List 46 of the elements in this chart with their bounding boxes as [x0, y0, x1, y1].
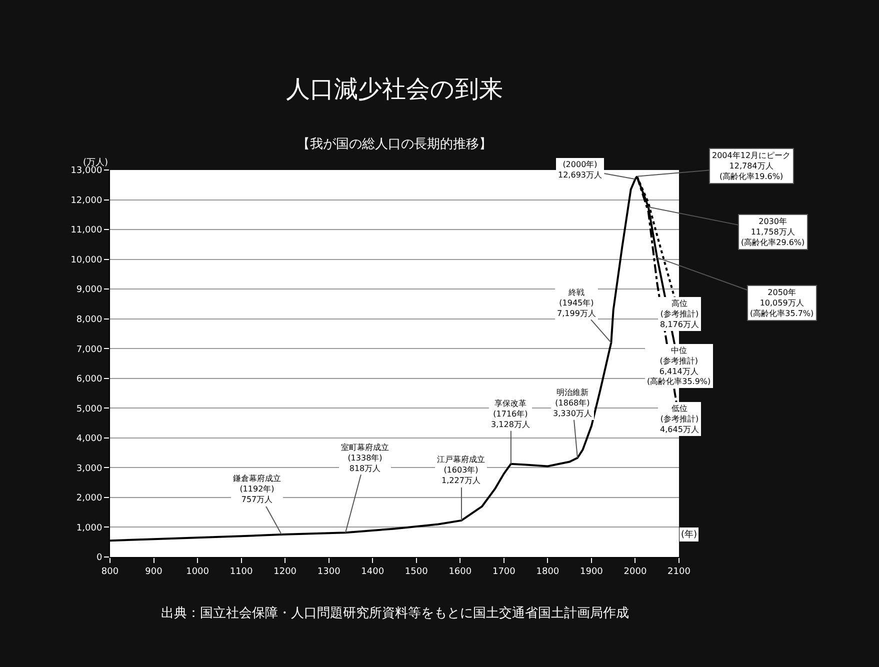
annotation: 終戦 (1945年) 7,199万人: [557, 288, 596, 318]
source-note: 出典：国立社会保障・人口問題研究所資料等をもとに国土交通省国土計画局作成: [161, 605, 629, 621]
annotation: 鎌倉幕府成立 (1192年) 757万人: [233, 474, 281, 504]
x-tick-label: 1400: [361, 566, 384, 577]
y-tick-label: 13,000: [70, 166, 102, 176]
y-tick-label: 8,000: [76, 315, 102, 325]
y-axis-title: (万人): [83, 157, 108, 168]
annotation: 室町幕府成立 (1338年) 818万人: [341, 443, 389, 473]
annotation: 2004年12月にピーク 12,784万人 (高齢化率19.6%): [712, 151, 791, 181]
y-tick-label: 9,000: [76, 285, 102, 296]
y-tick-label: 0: [96, 553, 102, 564]
annotation: 明治維新 (1868年) 3,330万人: [553, 388, 592, 418]
y-tick-label: 10,000: [70, 255, 102, 266]
annotation: (2000年) 12,693万人: [558, 160, 602, 180]
y-tick-label: 2,000: [76, 494, 102, 504]
chart-title: 人口減少社会の到来: [286, 75, 503, 103]
y-tick-label: 5,000: [76, 404, 102, 414]
y-tick-label: 4,000: [76, 434, 102, 444]
annotation: 2030年 11,758万人 (高齢化率29.6%): [741, 217, 805, 247]
x-tick-label: 1600: [448, 566, 472, 577]
y-tick-label: 3,000: [76, 464, 102, 474]
annotation: 江戸幕府成立 (1603年) 1,227万人: [437, 455, 485, 485]
y-tick-label: 11,000: [70, 226, 102, 236]
annotation: 中位 (参考推計) 6,414万人 (高齢化率35.9%): [647, 346, 711, 386]
x-tick-label: 1300: [317, 566, 341, 577]
x-tick-label: 900: [145, 566, 163, 577]
x-tick-label: 1100: [230, 566, 254, 577]
annotation: 低位 (参考推計) 4,645万人: [660, 404, 699, 434]
y-tick-label: 1,000: [76, 523, 102, 534]
x-tick-label: 1200: [274, 566, 297, 577]
x-tick-label: 2100: [668, 566, 691, 577]
x-tick-label: 1800: [536, 566, 560, 577]
y-tick-label: 12,000: [70, 196, 102, 206]
x-axis-title: (年): [681, 529, 698, 540]
annotation: 高位 (参考推計) 8,176万人: [660, 299, 699, 329]
chart-subtitle: 【我が国の総人口の長期的推移】: [297, 137, 492, 152]
annotation: 享保改革 (1716年) 3,128万人: [491, 399, 530, 429]
x-tick-label: 800: [101, 566, 119, 577]
y-tick-label: 7,000: [76, 344, 102, 355]
x-tick-label: 1700: [492, 566, 516, 577]
x-tick-label: 1000: [186, 566, 210, 577]
x-tick-label: 1500: [404, 566, 428, 577]
y-tick-label: 6,000: [76, 374, 102, 385]
annotation: 2050年 10,059万人 (高齢化率35.7%): [750, 288, 814, 318]
x-tick-label: 2000: [624, 566, 647, 577]
x-tick-label: 1900: [580, 566, 604, 577]
